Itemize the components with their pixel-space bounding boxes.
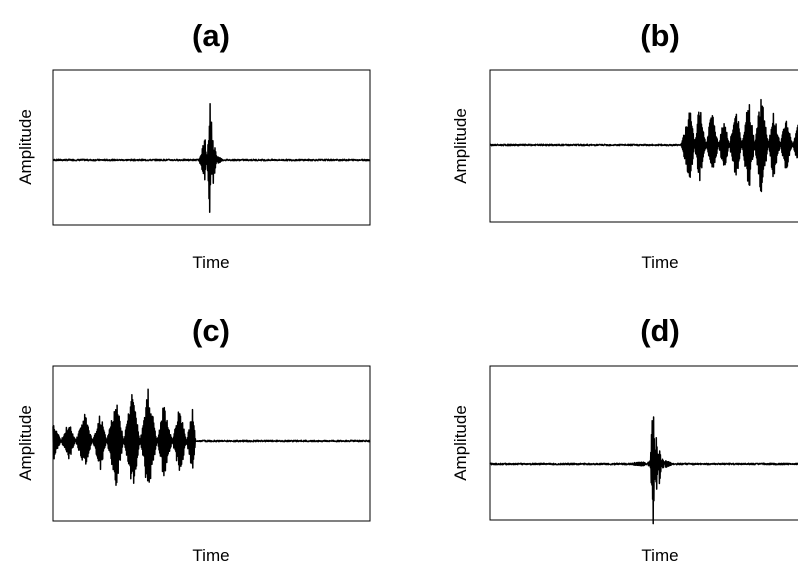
panel-b-ylabel: Amplitude bbox=[451, 108, 470, 184]
panel-b-frame bbox=[489, 69, 798, 223]
panel-d-xlabel: Time bbox=[641, 546, 678, 564]
panel-b: (b) Amplitude Time bbox=[451, 18, 798, 272]
panel-b-xlabel: Time bbox=[641, 253, 678, 272]
panel-a-title: (a) bbox=[192, 18, 230, 53]
panel-c: (c) Amplitude Time bbox=[16, 313, 371, 564]
panel-a-xlabel: Time bbox=[192, 253, 229, 272]
panel-b-title: (b) bbox=[640, 18, 680, 53]
panel-c-title: (c) bbox=[192, 313, 230, 348]
panel-c-signal bbox=[52, 388, 371, 487]
panel-a: (a) Amplitude Time bbox=[16, 18, 371, 272]
panel-d: (d) Amplitude Time bbox=[451, 313, 798, 564]
panel-d-signal bbox=[489, 416, 798, 525]
panel-c-ylabel: Amplitude bbox=[16, 405, 35, 481]
panel-d-frame bbox=[489, 365, 798, 521]
panel-b-signal bbox=[489, 98, 798, 193]
panel-a-signal bbox=[52, 103, 371, 213]
panel-a-frame bbox=[52, 69, 371, 226]
panel-a-ylabel: Amplitude bbox=[16, 109, 35, 185]
panel-d-title: (d) bbox=[640, 313, 680, 348]
panel-c-xlabel: Time bbox=[192, 546, 229, 564]
panel-d-ylabel: Amplitude bbox=[451, 405, 470, 481]
